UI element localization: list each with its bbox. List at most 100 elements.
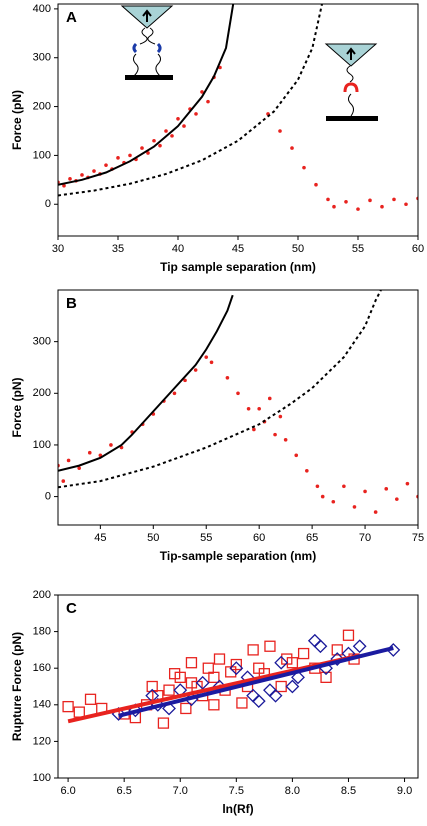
point xyxy=(275,680,287,693)
fit-line xyxy=(58,290,382,489)
point xyxy=(368,198,372,203)
point xyxy=(193,368,198,372)
point xyxy=(194,112,198,116)
point xyxy=(373,510,378,514)
point xyxy=(208,671,220,683)
point xyxy=(313,639,328,654)
point xyxy=(331,644,343,656)
x-tick-label: 60 xyxy=(412,243,424,255)
point xyxy=(62,700,74,713)
point xyxy=(68,177,72,181)
panel: 45 50 55 60 65 70 75 0 100 200 300 B Tip-sample sepa… xyxy=(10,289,424,563)
point xyxy=(251,694,266,709)
point xyxy=(297,647,310,660)
inset-diagram-unbound xyxy=(324,43,378,121)
x-tick-label: 60 xyxy=(253,532,265,544)
point xyxy=(66,458,71,463)
x-tick-label: 7.0 xyxy=(173,785,188,797)
y-tick-label: 400 xyxy=(33,3,51,15)
x-tick-label: 70 xyxy=(359,532,371,544)
point xyxy=(302,165,306,170)
point xyxy=(332,204,336,209)
point xyxy=(291,670,305,685)
point xyxy=(80,173,84,177)
point xyxy=(274,655,289,670)
point xyxy=(342,629,355,641)
x-tick-label: 7.5 xyxy=(229,785,244,797)
axes-frame xyxy=(57,3,419,237)
fit-line xyxy=(58,4,235,186)
point xyxy=(172,391,177,396)
point xyxy=(320,494,325,499)
point xyxy=(268,688,283,703)
point xyxy=(140,146,144,150)
x-tick-label: 75 xyxy=(412,532,424,544)
point xyxy=(206,99,210,104)
x-tick-label: 40 xyxy=(172,243,184,255)
point xyxy=(405,481,410,486)
y-tick-label: 120 xyxy=(33,735,51,747)
x-tick-label: 45 xyxy=(94,532,106,544)
panel-label: B xyxy=(66,295,77,312)
point xyxy=(200,90,204,94)
point xyxy=(92,169,96,173)
point xyxy=(285,679,300,694)
point xyxy=(320,671,332,683)
point xyxy=(344,200,348,204)
point xyxy=(204,355,209,359)
point xyxy=(331,499,336,504)
fit-line xyxy=(118,646,394,718)
fit-line xyxy=(58,4,323,197)
y-tick-label: 160 xyxy=(33,662,51,674)
point xyxy=(236,391,240,396)
panel-label: A xyxy=(66,9,77,26)
x-axis-label: Tip sample separation (nm) xyxy=(160,260,316,274)
y-tick-label: 140 xyxy=(33,699,51,711)
x-tick-label: 9.0 xyxy=(397,785,412,797)
point xyxy=(342,484,346,489)
y-tick-label: 0 xyxy=(45,198,51,210)
axes-frame xyxy=(57,594,419,779)
point xyxy=(326,197,330,202)
point xyxy=(395,497,399,501)
point xyxy=(185,657,198,669)
x-tick-label: 6.0 xyxy=(60,785,75,797)
point xyxy=(229,661,244,676)
point xyxy=(180,702,192,715)
y-axis-label: Rupture Force (pN) xyxy=(10,632,24,741)
y-tick-label: 300 xyxy=(33,52,51,64)
fit-line xyxy=(58,294,234,472)
point xyxy=(158,143,162,148)
x-tick-label: 6.5 xyxy=(117,785,132,797)
axes-frame xyxy=(57,289,419,526)
point xyxy=(352,505,357,509)
y-tick-label: 200 xyxy=(33,387,51,399)
point xyxy=(290,146,294,150)
panel: 30 35 40 45 50 55 60 0 100 200 300 400 A Tip sample s… xyxy=(10,3,424,274)
point xyxy=(73,706,85,718)
point xyxy=(315,484,320,489)
point xyxy=(104,163,108,167)
point xyxy=(404,202,408,207)
x-tick-label: 30 xyxy=(52,243,64,255)
point xyxy=(294,453,299,458)
point xyxy=(380,204,384,209)
point xyxy=(163,684,175,696)
point xyxy=(87,450,92,455)
y-tick-label: 100 xyxy=(33,772,51,784)
y-tick-label: 200 xyxy=(33,100,51,112)
plot-area xyxy=(62,629,401,729)
x-tick-label: 55 xyxy=(200,532,212,544)
point xyxy=(209,360,214,365)
point xyxy=(305,468,309,473)
x-axis-label: ln(Rf) xyxy=(222,802,253,816)
point xyxy=(208,699,220,711)
panel-label: C xyxy=(66,600,77,617)
x-tick-label: 65 xyxy=(306,532,318,544)
point xyxy=(356,207,360,211)
inset-diagram-bound xyxy=(120,5,174,80)
y-tick-label: 200 xyxy=(33,589,51,601)
point xyxy=(384,487,389,491)
